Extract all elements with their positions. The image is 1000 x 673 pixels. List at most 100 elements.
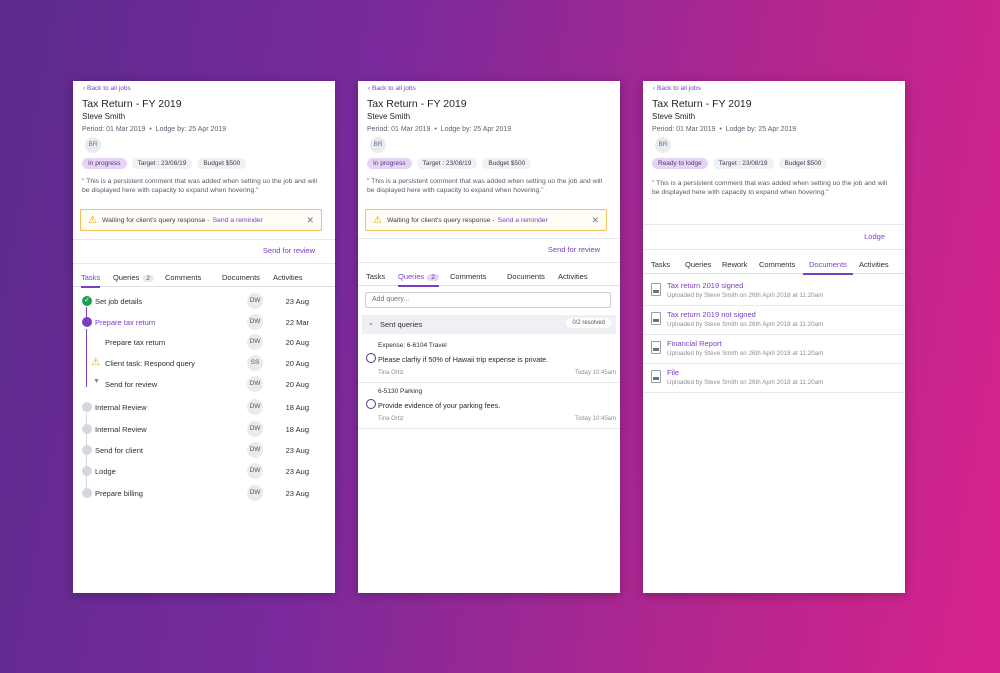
tab-queries[interactable]: Queries 2 [113, 273, 154, 286]
send-reminder-link[interactable]: Send a reminder [497, 216, 548, 224]
tab-label: Queries [113, 273, 140, 282]
unresolved-circle-icon[interactable] [366, 353, 376, 363]
budget-badge: Budget $500 [778, 158, 828, 169]
query-time: Today 10:45am [574, 370, 616, 376]
tab-tasks[interactable]: Tasks [651, 260, 671, 269]
avatar[interactable]: BR [370, 137, 386, 153]
document-meta: Uploaded by Steve Smith on 26th April 20… [667, 321, 824, 328]
task-label: Prepare billing [95, 489, 143, 498]
tab-tasks[interactable]: Tasks [81, 273, 101, 288]
back-to-jobs-link[interactable]: ‹ Back to all jobs [368, 85, 416, 92]
query-time: Today 10:45am [574, 416, 616, 422]
document-name[interactable]: File [667, 368, 680, 377]
tab-comments[interactable]: Comments [165, 273, 202, 282]
back-to-jobs-link[interactable]: ‹ Back to all jobs [83, 85, 131, 92]
task-row[interactable]: Prepare billing DW 23 Aug [73, 484, 335, 504]
task-label: Lodge [95, 467, 116, 476]
divider [73, 239, 335, 240]
job-panel-documents: ‹ Back to all jobs Tax Return - FY 2019 … [643, 81, 905, 593]
job-dates: Period: 01 Mar 2019 • Lodge by: 25 Apr 2… [652, 126, 797, 133]
task-row[interactable]: ⚠ Client task: Respond query SS 20 Aug [73, 354, 335, 374]
tab-comments[interactable]: Comments [450, 272, 487, 281]
assignee-avatar: DW [247, 334, 263, 350]
task-row[interactable]: ▼ Send for review DW 20 Aug [73, 375, 335, 395]
document-item[interactable]: File Uploaded by Steve Smith on 26th Apr… [643, 364, 905, 393]
lodge-button[interactable]: Lodge [864, 232, 885, 241]
document-item[interactable]: Tax return 2019 not signed Uploaded by S… [643, 306, 905, 335]
divider [358, 262, 620, 263]
queries-count-badge: 2 [427, 274, 439, 281]
send-reminder-link[interactable]: Send a reminder [212, 216, 263, 224]
document-item[interactable]: Tax return 2019 signed Uploaded by Steve… [643, 277, 905, 306]
file-icon [651, 341, 661, 354]
assignee-avatar: DW [247, 442, 263, 458]
alert-text: Waiting for client's query response - [101, 216, 210, 224]
assignee-avatar: DW [247, 293, 263, 309]
tab-documents[interactable]: Documents [222, 273, 260, 282]
task-label: Client task: Respond query [105, 359, 196, 368]
tab-documents[interactable]: Documents [803, 260, 853, 275]
lodge-by: Lodge by: 25 Apr 2019 [440, 126, 512, 133]
avatar[interactable]: BR [655, 137, 671, 153]
tab-comments[interactable]: Comments [759, 260, 796, 269]
group-title: Sent queries [380, 320, 423, 329]
task-row[interactable]: Prepare tax return DW 22 Mar [73, 313, 335, 333]
tab-queries[interactable]: Queries [685, 260, 712, 269]
sent-queries-group[interactable]: ⌄ Sent queries 0/2 resolved [362, 315, 616, 334]
document-name[interactable]: Financial Report [667, 339, 722, 348]
file-icon [651, 283, 661, 296]
job-panel-queries: ‹ Back to all jobs Tax Return - FY 2019 … [358, 81, 620, 593]
tab-activities[interactable]: Activities [558, 272, 588, 281]
add-query-input[interactable]: Add query... [365, 292, 611, 308]
query-text: Please clarfiy if 50% of Hawaii trip exp… [378, 355, 549, 364]
target-badge: Target : 23/08/19 [712, 158, 774, 169]
assignee-avatar: DW [247, 463, 263, 479]
unresolved-circle-icon[interactable] [366, 399, 376, 409]
task-label: Internal Review [95, 403, 147, 412]
send-for-review-button[interactable]: Send for review [262, 246, 315, 255]
task-row[interactable]: Internal Review DW 18 Aug [73, 398, 335, 418]
close-icon[interactable]: ✕ [591, 214, 599, 225]
query-item[interactable]: 6-5130 Parking Provide evidence of your … [358, 383, 620, 429]
tab-tasks[interactable]: Tasks [366, 272, 386, 281]
chevron-down-icon: ⌄ [368, 320, 374, 327]
tab-queries[interactable]: Queries 2 [398, 272, 439, 287]
job-title: Tax Return - FY 2019 [82, 98, 182, 110]
pending-step-icon [82, 424, 92, 434]
task-row[interactable]: Lodge DW 23 Aug [73, 462, 335, 482]
back-to-jobs-link[interactable]: ‹ Back to all jobs [653, 85, 701, 92]
job-panel-tasks: ‹ Back to all jobs Tax Return - FY 2019 … [73, 81, 335, 593]
assignee-avatar: DW [247, 399, 263, 415]
tab-activities[interactable]: Activities [859, 260, 889, 269]
tab-rework[interactable]: Rework [722, 260, 748, 269]
tab-bar: Tasks Queries Rework Comments Documents … [643, 257, 905, 275]
task-label: Set job details [95, 297, 143, 306]
task-row[interactable]: Send for client DW 23 Aug [73, 441, 335, 461]
query-account: 6-5130 Parking [378, 388, 423, 395]
task-date: 23 Aug [285, 297, 309, 306]
task-label: Prepare tax return [105, 338, 166, 347]
document-meta: Uploaded by Steve Smith on 26th April 20… [667, 292, 824, 299]
document-name[interactable]: Tax return 2019 not signed [667, 310, 756, 319]
queries-count-badge: 2 [142, 275, 154, 282]
badges: In progress Target : 23/08/19 Budget $50… [367, 158, 532, 169]
query-item[interactable]: Expense: 6-6104 Travel Please clarfiy if… [358, 337, 620, 383]
task-date: 20 Aug [285, 338, 309, 347]
alert-text: Waiting for client's query response - [386, 216, 495, 224]
tab-activities[interactable]: Activities [273, 273, 303, 282]
document-item[interactable]: Financial Report Uploaded by Steve Smith… [643, 335, 905, 364]
task-date: 23 Aug [285, 489, 309, 498]
divider [643, 249, 905, 250]
task-row[interactable]: Prepare tax return DW 20 Aug [73, 333, 335, 353]
close-icon[interactable]: ✕ [306, 214, 314, 225]
status-badge: In progress [367, 158, 412, 169]
back-label: Back to all jobs [656, 85, 701, 92]
task-row[interactable]: Internal Review DW 18 Aug [73, 420, 335, 440]
tab-documents[interactable]: Documents [507, 272, 545, 281]
send-for-review-button[interactable]: Send for review [547, 245, 600, 254]
warning-icon: ⚠ [91, 357, 100, 368]
document-name[interactable]: Tax return 2019 signed [667, 281, 744, 290]
task-row[interactable]: ✓ Set job details DW 23 Aug [73, 292, 335, 312]
task-date: 18 Aug [285, 403, 309, 412]
avatar[interactable]: BR [85, 137, 101, 153]
